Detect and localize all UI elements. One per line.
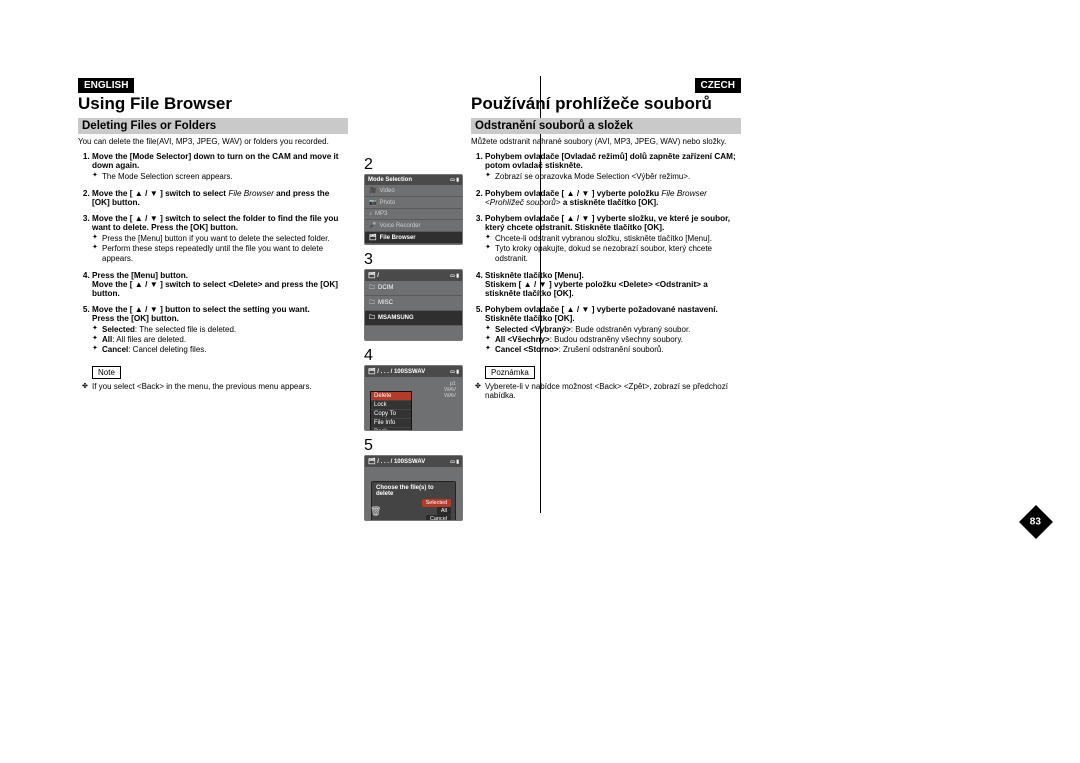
screen-delete-popup: 🗂 / . . . / 100SSWAV▭ ▮ Choose the file(… — [364, 455, 463, 521]
step-text: Pohybem ovladače [ ▲ / ▼ ] vyberte požad… — [485, 305, 718, 323]
popup-option-selected: Selected — [422, 499, 451, 507]
screen-item: 🎤 Voice Recorder — [365, 220, 462, 232]
battery-icon: ▭ ▮ — [450, 273, 459, 279]
screen-number: 2 — [364, 156, 459, 174]
screen-item: ♪ MP3 — [365, 209, 462, 220]
screen-file-menu: 🗂 / . . . / 100SSWAV▭ ▮ p1 WAV WAV SWAV0… — [364, 365, 463, 431]
screen-item-selected: MSAMSUNG — [365, 311, 462, 326]
step-text: Move the [Mode Selector] down to turn on… — [92, 152, 339, 170]
bullet-text: : Zrušení odstranění souborů. — [559, 345, 664, 354]
bullet-bold: Cancel <Storno> — [495, 345, 559, 354]
screen-title: / . . . / 100SSWAV — [377, 459, 425, 465]
lang-tab-czech: CZECH — [695, 78, 741, 93]
bullet-text: : The selected file is deleted. — [135, 325, 236, 334]
menu-item: Lock — [371, 401, 411, 410]
bullet-text: : Bude odstraněn vybraný soubor. — [571, 325, 691, 334]
step-bullet: Press the [Menu] button if you want to d… — [92, 234, 348, 244]
intro-czech: Můžete odstranit nahrané soubory (AVI, M… — [471, 137, 741, 146]
page-number-badge: 83 — [1019, 505, 1053, 539]
step-text: Press the [Menu] button. — [92, 271, 188, 280]
step-text: Press the [OK] button. — [92, 314, 348, 323]
step-bullet: Tyto kroky opakujte, dokud se nezobrazí … — [485, 244, 741, 264]
step-bullet: Perform these steps repeatedly until the… — [92, 244, 348, 264]
step-text: Move the [ ▲ / ▼ ] switch to select <Del… — [92, 280, 348, 298]
step-bullet: The Mode Selection screen appears. — [92, 172, 348, 182]
menu-item: File Info — [371, 419, 411, 428]
step-bullet: Zobrazí se obrazovka Mode Selection <Výb… — [485, 172, 741, 182]
battery-icon: ▭ ▮ — [450, 369, 459, 375]
note-text-english: If you select <Back> in the menu, the pr… — [78, 382, 348, 391]
popup-text: Choose the file(s) to delete — [376, 485, 451, 497]
step-text: Move the [ ▲ / ▼ ] switch to select the … — [92, 214, 338, 232]
steps-czech: Pohybem ovladače [Ovladač režimů] dolů z… — [471, 152, 741, 355]
step-text: Stiskněte tlačítko [Menu]. — [485, 271, 584, 280]
menu-item: Copy To — [371, 410, 411, 419]
step-italic: File Browser — [228, 189, 274, 198]
bullet-bold: Selected — [102, 325, 135, 334]
czech-column: CZECH Používání prohlížeče souborů Odstr… — [459, 78, 741, 527]
screen-title: / . . . / 100SSWAV — [377, 369, 425, 375]
screen-number: 3 — [364, 251, 459, 269]
screen-item: DCIM — [365, 281, 462, 296]
step-text: Move the [ ▲ / ▼ ] switch to select — [92, 189, 228, 198]
bullet-bold: All — [102, 335, 112, 344]
screen-number: 5 — [364, 437, 459, 455]
menu-item-selected: Delete — [371, 392, 411, 401]
bullet-text: : Budou odstraněny všechny soubory. — [550, 335, 683, 344]
bullet-bold: All <Všechny> — [495, 335, 550, 344]
step-text: Pohybem ovladače [ ▲ / ▼ ] vyberte polož… — [485, 189, 661, 198]
step-text: a stiskněte tlačítko [OK]. — [561, 198, 659, 207]
screen-number: 4 — [364, 347, 459, 365]
screen-title: Mode Selection — [368, 177, 412, 183]
intro-english: You can delete the file(AVI, MP3, JPEG, … — [78, 137, 348, 146]
step-text: Stiskem [ ▲ / ▼ ] vyberte položku <Delet… — [485, 280, 741, 298]
bullet-bold: Cancel — [102, 345, 128, 354]
screen-title: / — [377, 273, 379, 279]
subtitle-english: Deleting Files or Folders — [78, 118, 348, 134]
step-text: Move the [ ▲ / ▼ ] button to select the … — [92, 305, 310, 314]
screens-column: 2 Mode Selection ▭ ▮ 🎥 Video 📷 Photo ♪ MP… — [348, 78, 459, 527]
popup-option: Cancel — [426, 515, 451, 521]
screen-item: MISC — [365, 296, 462, 311]
step-bullet: Chcete-li odstranit vybranou složku, sti… — [485, 234, 741, 244]
bullet-text: : All files are deleted. — [112, 335, 186, 344]
title-english: Using File Browser — [78, 94, 348, 114]
screen-item: 🎥 Video — [365, 185, 462, 197]
context-menu: Delete Lock Copy To File Info Back — [370, 391, 412, 431]
screen-item-selected: 🗂 File Browser — [365, 232, 462, 244]
menu-item: Back — [371, 428, 411, 431]
bg-file: WAV — [444, 393, 456, 399]
trash-icon: 🗑 — [370, 506, 381, 517]
title-czech: Používání prohlížeče souborů — [471, 94, 741, 114]
note-label-czech: Poznámka — [485, 366, 535, 379]
screen-mode-selection: Mode Selection▭ ▮ 🎥 Video 📷 Photo ♪ MP3 … — [364, 174, 463, 245]
subtitle-czech: Odstranění souborů a složek — [471, 118, 741, 134]
lang-tab-english: ENGLISH — [78, 78, 134, 93]
screen-folder-list: 🗂 /▭ ▮ DCIM MISC MSAMSUNG — [364, 269, 463, 341]
screen-item: 📷 Photo — [365, 197, 462, 209]
battery-icon: ▭ ▮ — [450, 177, 459, 183]
step-text: Pohybem ovladače [Ovladač režimů] dolů z… — [485, 152, 736, 170]
bullet-bold: Selected <Vybraný> — [495, 325, 571, 334]
battery-icon: ▭ ▮ — [450, 459, 459, 465]
step-text: Pohybem ovladače [ ▲ / ▼ ] vyberte složk… — [485, 214, 730, 232]
steps-english: Move the [Mode Selector] down to turn on… — [78, 152, 348, 355]
delete-popup: Choose the file(s) to delete Selected Al… — [371, 481, 456, 521]
note-label-english: Note — [92, 366, 121, 379]
bullet-text: : Cancel deleting files. — [128, 345, 206, 354]
english-column: ENGLISH Using File Browser Deleting File… — [78, 78, 348, 527]
popup-option: All — [437, 507, 451, 515]
note-text-czech: Vyberete-li v nabídce možnost <Back> <Zp… — [471, 382, 741, 400]
